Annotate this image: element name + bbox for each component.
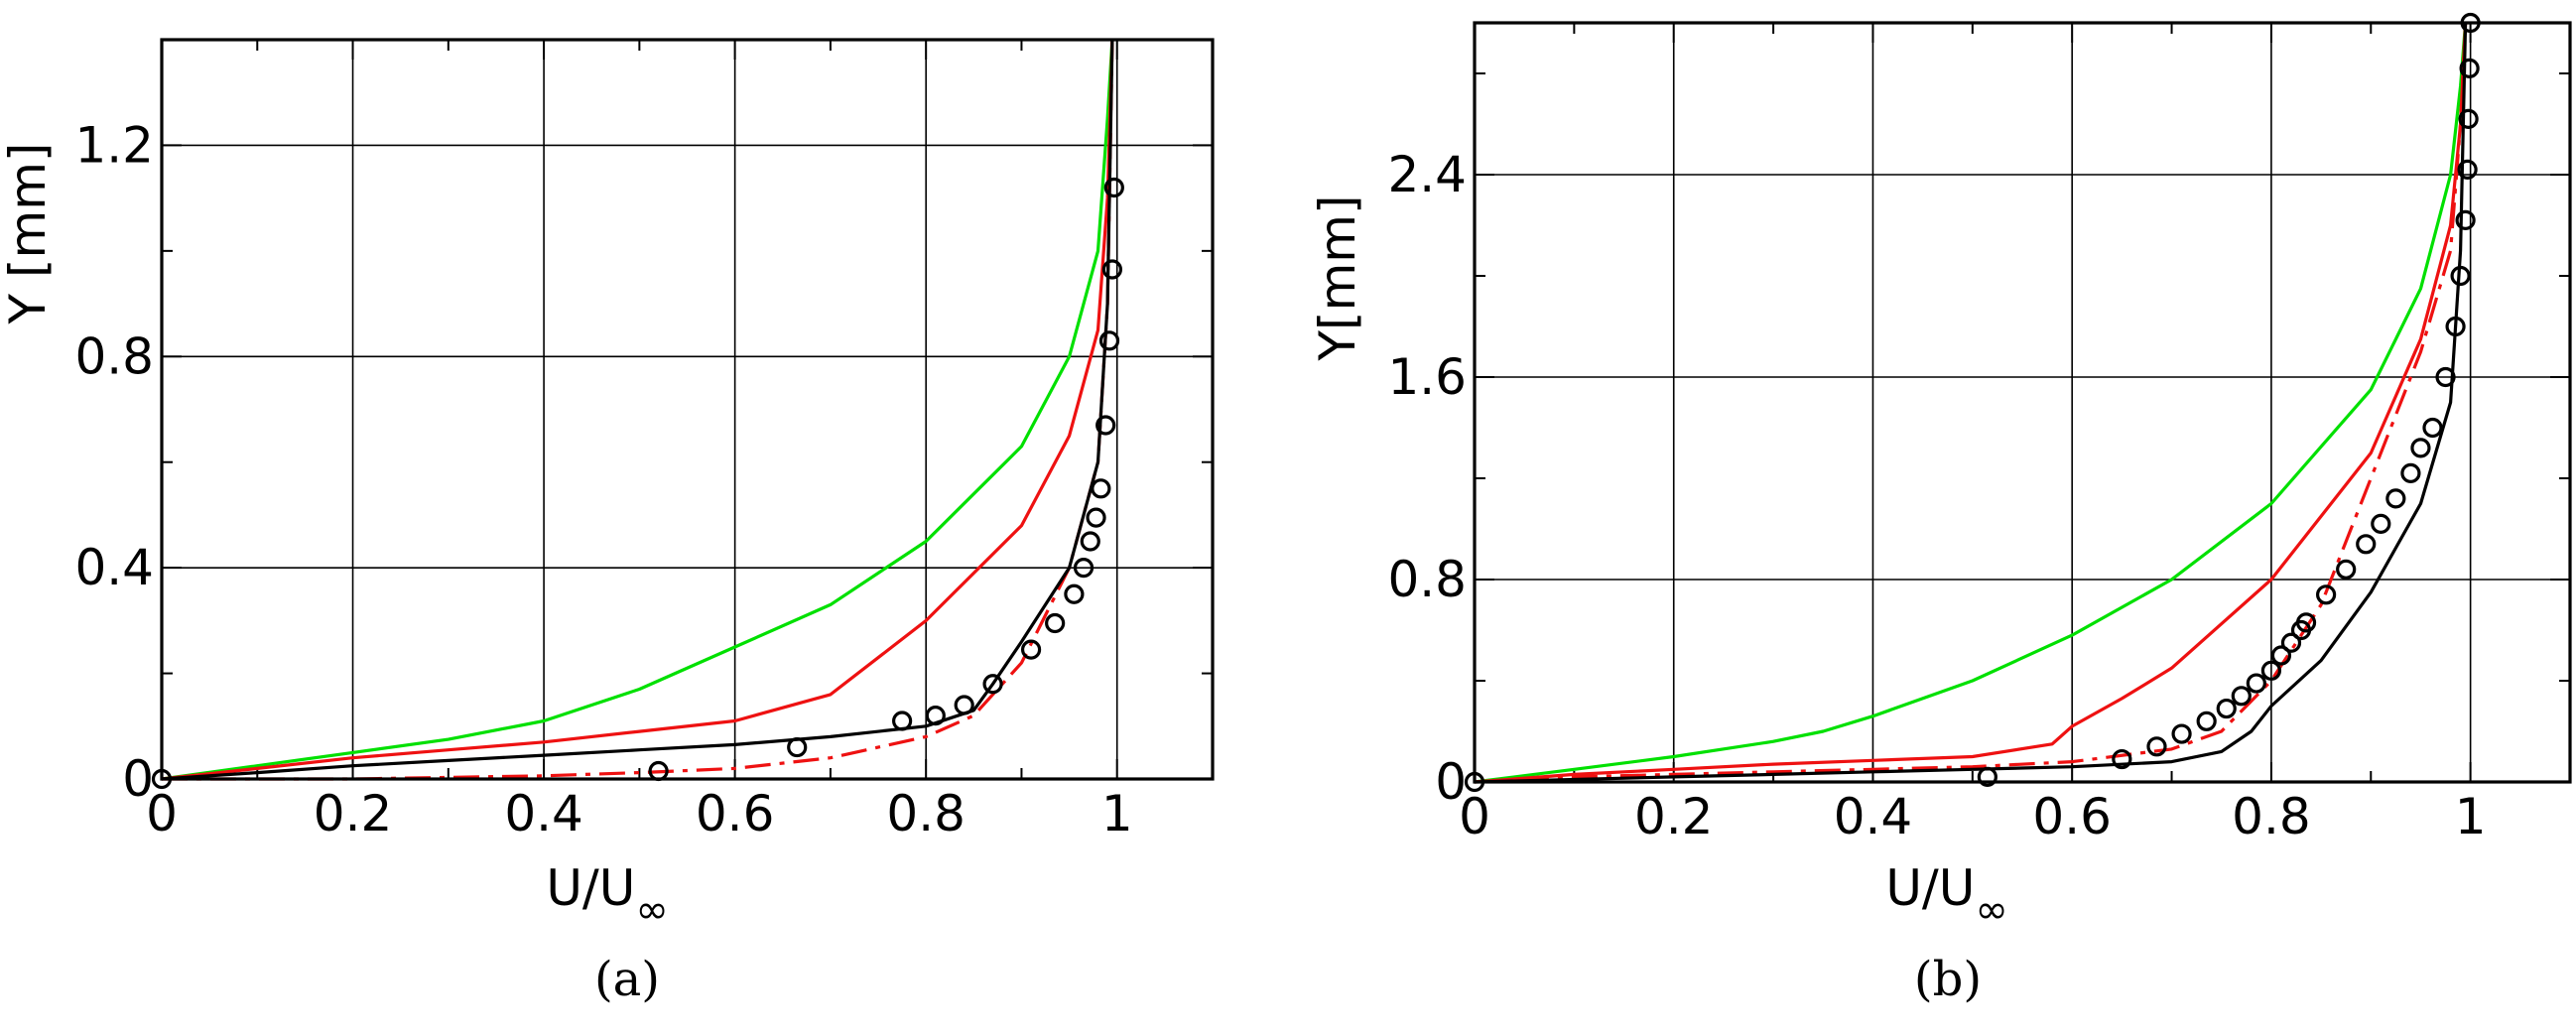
y-tick-label: 2.4 [1387,146,1467,203]
data-point [2295,612,2317,633]
data-point [892,711,913,731]
chart-panel-b: 0 0.2 0.4 0.6 0.8 1 0 0.8 1.6 2.4 U/U∞ Y[mm] (b) [1309,12,2572,1007]
data-point [2371,513,2391,535]
data-point [1020,639,1042,660]
data-point [1098,330,1120,351]
data-point [2246,673,2266,694]
data-point [1091,478,1111,499]
data-point [2400,462,2421,483]
x-tick-label: 0.4 [504,785,583,842]
data-point [982,674,1003,695]
data-point [1080,531,1100,552]
data-point [2231,686,2252,707]
y-tick-label: 1.6 [1387,348,1467,406]
data-point [2216,698,2237,719]
x-axis-label: U/U∞ [1885,859,2007,933]
data-point [2435,366,2456,388]
data-point [2112,748,2132,770]
data-point [1073,558,1095,579]
data-point [1101,259,1123,280]
data-point [2445,316,2466,337]
y-tick-label: 0 [122,750,154,808]
data-point [2316,584,2337,605]
series-line-1 [161,39,1114,781]
x-tick-label: 0.8 [886,785,966,842]
plot-frame [1473,21,2572,784]
tick-labels: 0 0.2 0.4 0.6 0.8 1 0 0.4 0.8 1.2 [74,116,1132,842]
series-line-0 [1474,22,2468,784]
series-line-2 [1474,22,2468,784]
data-point [925,706,946,726]
y-tick-label: 1.2 [74,116,154,174]
data-point [2422,417,2443,439]
series-line-2 [162,39,1114,781]
data-point [2336,559,2357,580]
y-axis-label: Y[mm] [1309,195,1366,362]
data-point [1064,583,1085,604]
data-point [2459,58,2480,79]
y-tick-label: 0.8 [74,327,154,385]
data-point [1045,612,1066,634]
x-tick-label: 0.6 [2032,788,2112,845]
axis-ticks [161,39,1214,780]
x-tick-label: 0.4 [1834,788,1913,845]
series-line-1 [1474,22,2468,784]
series-4-markers [1464,12,2481,793]
panel-caption: (b) [1914,952,1982,1007]
x-tick-label: 0 [1459,788,1490,845]
x-tick-label: 0.6 [696,785,775,842]
data-point [1095,415,1116,436]
x-axis-label: U/U∞ [546,859,668,933]
series-line-3 [1474,22,2468,784]
x-tick-label: 0.2 [314,785,393,842]
grid-lines [1475,23,2570,782]
data-point [2171,723,2192,744]
grid-lines [162,40,1213,779]
x-tick-label: 0.8 [2232,788,2311,845]
data-point [2410,438,2431,458]
chart-panel-a: 0 0.2 0.4 0.6 0.8 1 0 0.4 0.8 1.2 U/U∞ Y [mm] (a) [0,38,1215,1007]
x-tick-label: 1 [1101,785,1133,842]
data-point [2385,488,2406,509]
y-axis-label: Y [mm] [0,143,57,325]
x-tick-label: 0 [146,785,178,842]
axis-ticks [1474,23,2571,783]
series-line-3 [161,39,1114,781]
data-point [2455,209,2476,230]
series-4-markers [151,177,1124,790]
data-point [2270,645,2292,666]
series-line-0 [161,39,1114,781]
x-axis-label-subscript: ∞ [1975,887,2007,933]
plot-frame [160,38,1215,781]
data-point [2146,736,2167,757]
data-point [2457,159,2478,180]
x-axis-label-subscript: ∞ [635,887,668,933]
x-tick-label: 0.2 [1634,788,1714,845]
data-point [2356,534,2377,555]
x-axis-label-main: U/U [1885,859,1975,917]
data-point [1086,507,1106,528]
x-tick-label: 1 [2455,788,2487,845]
data-point [954,695,974,715]
y-tick-label: 0.8 [1387,551,1467,608]
x-axis-label-main: U/U [546,859,635,917]
data-point [2260,660,2282,681]
y-tick-label: 0 [1435,753,1467,811]
data-point [2280,632,2302,653]
data-point [787,736,808,758]
data-point [2196,711,2217,731]
data-point [2450,265,2471,287]
data-point [1977,766,1997,788]
data-point [1103,177,1124,198]
tick-labels: 0 0.2 0.4 0.6 0.8 1 0 0.8 1.6 2.4 [1387,146,2486,845]
data-point [2458,108,2479,130]
y-tick-label: 0.4 [74,539,154,596]
panel-caption: (a) [594,952,660,1007]
